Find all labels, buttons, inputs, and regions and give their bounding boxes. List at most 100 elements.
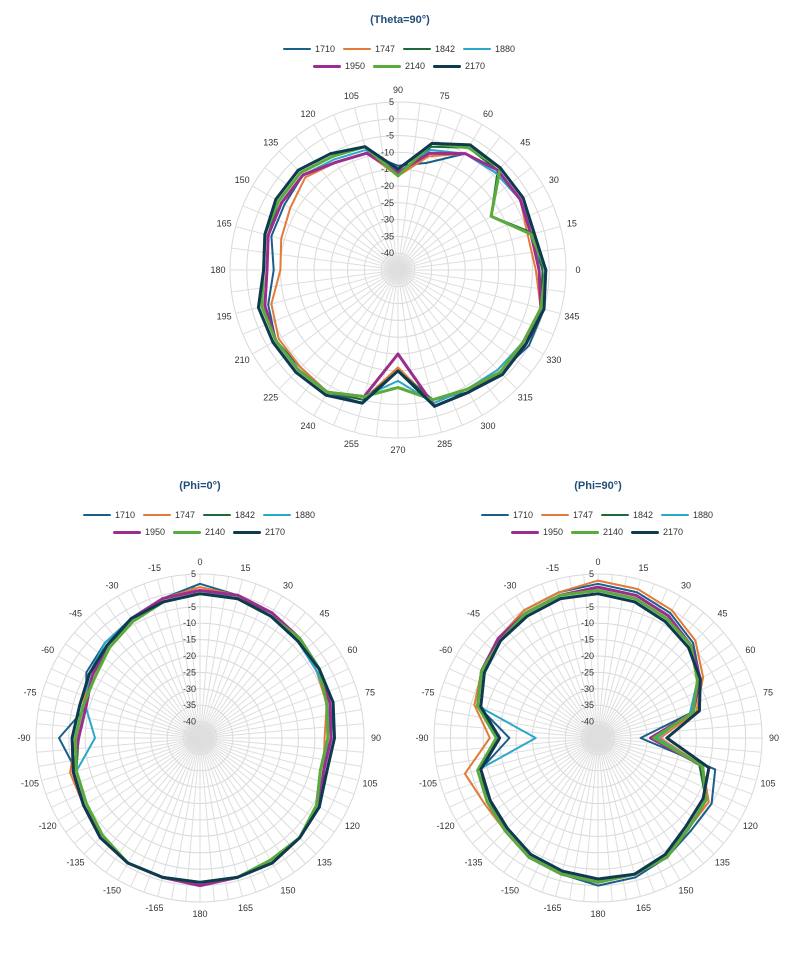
radial-tick-label: -10 [581,618,594,628]
angle-tick-label: 0 [197,557,202,567]
angle-tick-label: -45 [467,609,480,619]
grid-spoke [199,737,215,902]
grid-spoke [597,576,627,739]
radial-tick-label: -25 [381,198,394,208]
grid-spoke [397,114,463,271]
angle-tick-label: 315 [518,392,533,402]
angle-tick-label: 45 [717,609,727,619]
legend-swatch [203,514,231,516]
grid-spoke [597,632,724,739]
legend-swatch [83,514,111,516]
grid-spoke [436,709,599,739]
grid-spoke [105,737,201,873]
angle-tick-label: 45 [520,138,530,148]
grid-spoke [157,579,201,739]
angle-tick-label: 15 [567,218,577,228]
legend-label: 1710 [115,510,136,520]
polar-plot: 50-5-10-15-20-25-30-35-40015304560759010… [415,557,779,919]
legend: 1710 1747 1842 1880 1950 2140 2170 [0,44,800,78]
angle-tick-label: 60 [483,109,493,119]
legend-label: 2170 [265,527,286,537]
angle-tick-label: -105 [21,779,39,789]
grid-spoke [375,269,399,437]
grid-spoke [83,621,201,739]
grid-spoke [45,681,201,739]
legend-label: 2140 [405,61,426,71]
grid-spoke [397,269,565,293]
grid-spoke [481,737,599,855]
radial-tick-label: -25 [183,667,196,677]
grid-spoke [503,737,599,873]
legend-item: 1880 [263,510,317,520]
grid-spoke [463,737,599,833]
grid-spoke [555,737,599,897]
legend-label: 2140 [603,527,624,537]
grid-spoke [443,737,599,795]
grid-spoke [313,124,399,271]
grid-spoke [354,269,399,433]
grid-spoke [597,737,741,821]
grid-spoke [105,603,201,739]
angle-tick-label: 165 [217,218,232,228]
grid-spoke [434,723,599,739]
grid-spoke [199,583,257,739]
angle-tick-label: 0 [595,557,600,567]
grid-spoke [94,612,201,739]
legend-swatch [463,48,491,50]
grid-spoke [199,589,270,739]
legend-item: 1747 [541,510,595,520]
radial-tick-label: -10 [381,147,394,157]
radial-tick-label: -30 [381,215,394,225]
legend-swatch [631,530,659,534]
angle-tick-label: 30 [549,175,559,185]
grid-spoke [242,205,399,271]
grid-spoke [597,737,733,833]
angle-tick-label: -90 [17,733,30,743]
grid-spoke [171,737,201,900]
legend-swatch [173,530,201,534]
angle-tick-label: -165 [145,903,163,913]
series-line-2140 [476,588,708,884]
angle-tick-label: 165 [238,903,253,913]
angle-tick-label: 150 [280,885,295,895]
grid-spoke [597,737,704,864]
grid-spoke [555,579,599,739]
radial-tick-label: -20 [581,651,594,661]
angle-tick-label: 150 [235,175,250,185]
legend-label: 1842 [633,510,654,520]
legend-item: 2170 [233,527,287,537]
legend-label: 1710 [513,510,534,520]
angle-tick-label: 105 [362,779,377,789]
radial-tick-label: -15 [183,635,196,645]
legend-item: 1842 [403,44,457,54]
grid-spoke [51,737,201,808]
grid-spoke [94,737,201,864]
grid-spoke [185,737,201,902]
legend-swatch [283,48,311,50]
angle-tick-label: 0 [575,265,580,275]
grid-spoke [397,269,518,390]
angle-tick-label: 150 [678,885,693,895]
legend-swatch [373,64,401,68]
grid-spoke [597,737,613,902]
angle-tick-label: -105 [419,779,437,789]
angle-tick-label: 165 [636,903,651,913]
grid-spoke [597,695,757,739]
angle-tick-label: 285 [437,439,452,449]
legend-row: 1950 2140 2170 [398,527,798,537]
grid-spoke [597,737,715,855]
grid-spoke [143,737,201,893]
angle-tick-label: -165 [543,903,561,913]
grid-spoke [597,574,613,739]
grid-spoke [199,574,215,739]
grid-spoke [199,737,257,893]
grid-spoke [449,668,599,739]
radial-tick-label: -40 [183,717,196,727]
angle-tick-label: -150 [501,885,519,895]
angle-tick-label: -15 [546,563,559,573]
radial-tick-label: -40 [381,248,394,258]
grid-spoke [199,576,229,739]
angle-tick-label: 270 [390,445,405,455]
grid-spoke [199,737,270,887]
